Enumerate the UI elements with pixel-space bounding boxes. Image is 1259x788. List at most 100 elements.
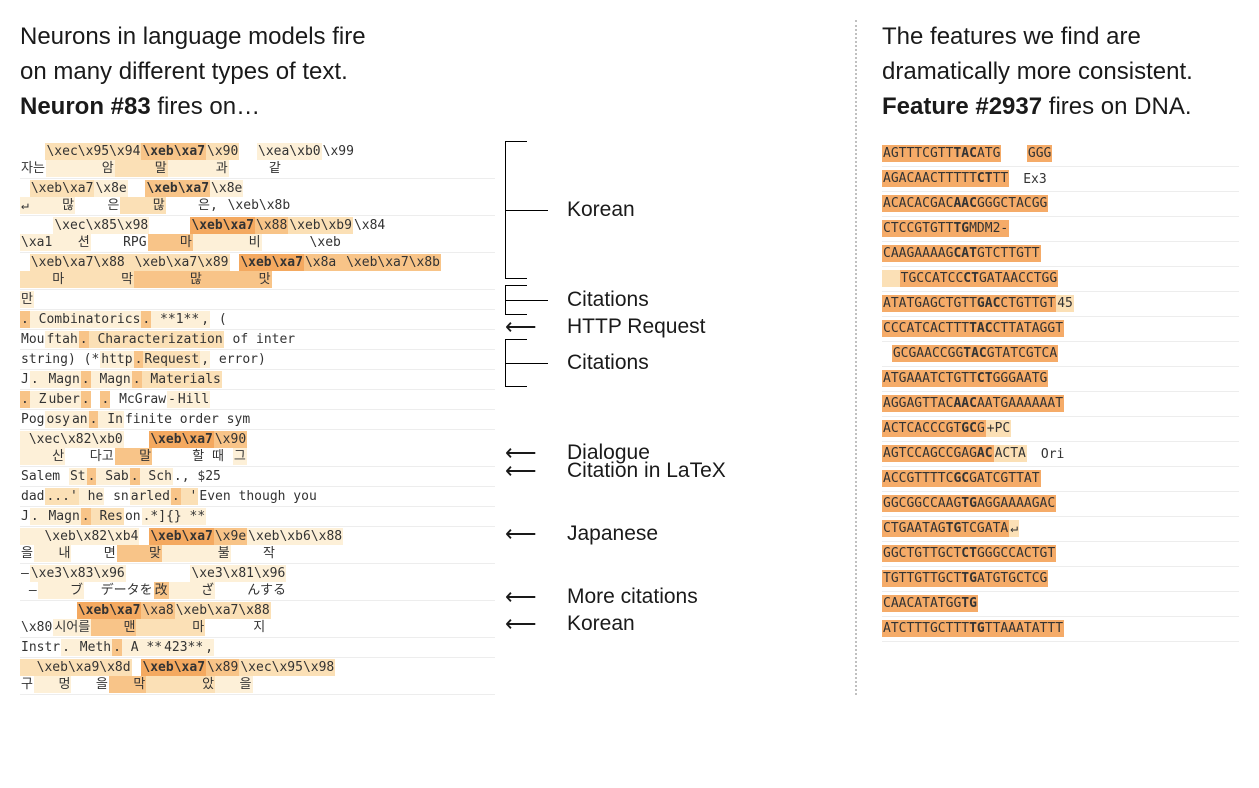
dna-sequence-token: ATCTTTGCTTTTGTTAAATATTT: [882, 620, 1064, 637]
token: 막: [65, 271, 134, 288]
token: 자는: [20, 160, 46, 177]
token: 지: [205, 619, 266, 636]
dna-row: GGCTGTTGCTCTGGGCCACTGT: [882, 542, 1239, 567]
category-label: ⟵HTTP Request: [505, 318, 845, 336]
token: .: [87, 468, 97, 485]
dna-sequence-token: CTGAATAGTGTCGATA: [882, 520, 1009, 537]
token: 면: [71, 545, 116, 562]
token: 암: [46, 160, 115, 177]
token: 을: [215, 676, 252, 693]
token: ,: [200, 351, 210, 368]
label-column: KoreanCitations⟵HTTP RequestCitations⟵Di…: [505, 20, 845, 695]
category-label: [505, 480, 845, 516]
token: Instr: [20, 639, 61, 656]
token: \xeb\xb9: [288, 217, 353, 234]
token: [1001, 145, 1026, 162]
token: 막: [109, 676, 146, 693]
token: \x80: [20, 619, 53, 636]
token: 은: [75, 197, 120, 214]
token: Characterization: [89, 331, 224, 348]
heading-rest: fires on DNA.: [1042, 93, 1191, 120]
neuron-column: Neurons in language models fire on many …: [20, 20, 505, 695]
token: Sab: [96, 468, 129, 485]
token: 산: [20, 448, 65, 465]
token: .: [61, 639, 71, 656]
left-heading: Neurons in language models fire on many …: [20, 20, 495, 124]
category-label: ⟵ More citations: [505, 588, 845, 606]
token: 그: [233, 448, 247, 465]
dna-row: ACCGTTTTCGCGATCGTTAT: [882, 467, 1239, 492]
trailing-text: Ori: [1041, 447, 1064, 462]
token: \xeb\xb6\x88: [247, 528, 343, 545]
dna-row: CTCCGTGTTTGMDM2-: [882, 217, 1239, 242]
token: 션: [53, 234, 90, 251]
category-label: Citations: [505, 336, 845, 390]
token: \xec\x85\x98: [53, 217, 149, 234]
heading-line: on many different types of text.: [20, 58, 348, 85]
dna-row: AGGAGTTACAACAATGAAAAAAT: [882, 392, 1239, 417]
arrow-icon: ⟵: [505, 586, 553, 608]
dna-sequence-token: ACTCACCCGTGCG: [882, 420, 986, 437]
dna-sequence-token: GCGAACCGGTACGTATCGTCA: [892, 345, 1058, 362]
token: 불: [162, 545, 231, 562]
token: 마: [20, 271, 65, 288]
dna-row: ACACACGACAACGGGCTACGG: [882, 192, 1239, 217]
dna-row: AGTTTCGTTTACATG GGG: [882, 142, 1239, 167]
dna-sequence-token: AGACAACTTTTTCTTT: [882, 170, 1009, 187]
dna-sequence-token: AGTCCAGCCGAGAC: [882, 445, 994, 462]
token: on: [124, 508, 142, 525]
token-row: . Zuber. . McGraw-Hill: [20, 390, 495, 410]
token: Magn: [40, 371, 81, 388]
dna-sequence-token: ACACACGACAACGGGCTACGG: [882, 195, 1048, 212]
dna-row: ATATGAGCTGTTGACCTGTTGT45: [882, 292, 1239, 317]
category-label-text: More citations: [567, 585, 698, 609]
token: 멍: [34, 676, 71, 693]
token: 말: [115, 448, 152, 465]
bracket-icon: [505, 141, 553, 279]
token: \xeb\xa7: [77, 602, 142, 619]
token: 을: [71, 676, 108, 693]
token: A **: [122, 639, 163, 656]
token: osy: [45, 411, 70, 428]
token: Combinatorics: [30, 311, 142, 328]
token-row: —\xe3\x83\x96 \xe3\x81\x96 — ブ データを改 ざ ん…: [20, 564, 495, 601]
token-row: \xeb\xa7\x88 \xeb\xa7\x89 \xeb\xa7\x8a \…: [20, 253, 495, 290]
token: .: [171, 488, 181, 505]
neuron-token-rows: \xec\x95\x94\xeb\xa7\x90 \xea\xb0\x99자는 …: [20, 142, 495, 695]
dna-sequence-token: CAACATATGGTG: [882, 595, 978, 612]
token: GGG: [1027, 145, 1052, 162]
token: .: [30, 371, 40, 388]
token: \xeb\xa7\x88: [175, 602, 271, 619]
token: \xeb\xa7: [141, 659, 206, 676]
token: .: [20, 391, 30, 408]
token: ': [181, 488, 199, 505]
token: [20, 217, 53, 234]
token: \xec\x95\x98: [239, 659, 335, 676]
dna-row: GCGAACCGGTACGTATCGTCA: [882, 342, 1239, 367]
token: Res: [91, 508, 124, 525]
heading-rest: fires on…: [151, 93, 260, 120]
token: \xeb\xa7: [145, 180, 210, 197]
token: \xeb\xa7\x8b: [337, 254, 441, 271]
dna-row: TGTTGTTGCTTGATGTGCTCG: [882, 567, 1239, 592]
token-row: \xeb\x82\xb4 \xeb\xa7\x9e\xeb\xb6\x88을 내…: [20, 527, 495, 564]
dna-row: ATCTTTGCTTTTGTTAAATATTT: [882, 617, 1239, 642]
dna-sequence-token: AGTTTCGTTTACATG: [882, 145, 1001, 162]
token: .*]{} **: [142, 508, 207, 525]
token: \xa8: [141, 602, 174, 619]
token: Meth: [71, 639, 112, 656]
token: \x90: [206, 143, 239, 160]
token-row: Salem St. Sab. Sch., $25: [20, 467, 495, 487]
token: [91, 391, 101, 408]
token: \xeb\xa7: [149, 431, 214, 448]
token: McGraw: [110, 391, 167, 408]
token: \xeb\xa7: [149, 528, 214, 545]
category-label: Korean: [505, 138, 845, 282]
token-row: Instr. Meth. A **423**,: [20, 638, 495, 658]
token-row: \xeb\xa7\x8e \xeb\xa7\x8e↵ 많 은 많 은, \xeb…: [20, 179, 495, 216]
heading-line: Neurons in language models fire: [20, 23, 366, 50]
dna-sequence-token: TGCCATCCCTGATAACCTGG: [900, 270, 1059, 287]
token: Sch: [140, 468, 173, 485]
token: Request: [143, 351, 200, 368]
token: .: [79, 331, 89, 348]
